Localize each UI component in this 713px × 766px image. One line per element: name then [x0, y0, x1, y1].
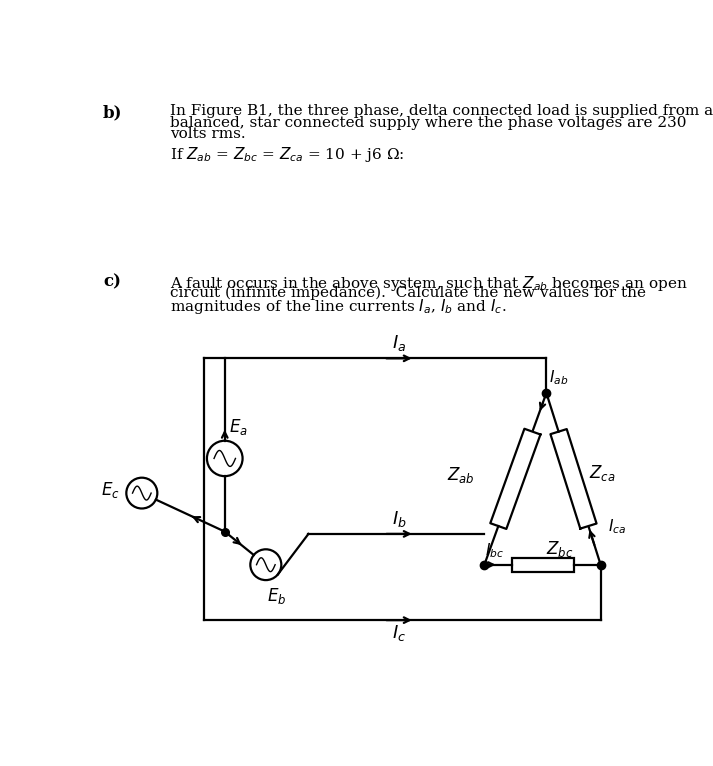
Text: $E_c$: $E_c$ [101, 480, 120, 500]
Text: balanced, star connected supply where the phase voltages are 230: balanced, star connected supply where th… [170, 116, 687, 129]
Text: $I_c$: $I_c$ [392, 624, 406, 643]
Text: $E_a$: $E_a$ [230, 417, 248, 437]
Text: circuit (infinite impedance).  Calculate the new values for the: circuit (infinite impedance). Calculate … [170, 285, 647, 300]
Text: $E_b$: $E_b$ [267, 586, 287, 606]
Text: A fault occurs in the above system, such that $Z_{ab}$ becomes an open: A fault occurs in the above system, such… [170, 273, 688, 293]
Text: b): b) [103, 104, 123, 121]
Text: $I_b$: $I_b$ [391, 509, 406, 529]
Text: $I_{bc}$: $I_{bc}$ [485, 542, 504, 560]
Polygon shape [550, 429, 597, 529]
Text: $I_{ab}$: $I_{ab}$ [549, 368, 568, 387]
Text: $Z_{ca}$: $Z_{ca}$ [589, 463, 615, 483]
Text: $Z_{ab}$: $Z_{ab}$ [447, 465, 475, 485]
Text: c): c) [103, 273, 121, 290]
Text: volts rms.: volts rms. [170, 127, 246, 142]
Text: If $Z_{ab}$ = $Z_{bc}$ = $Z_{ca}$ = 10 + j6 Ω:: If $Z_{ab}$ = $Z_{bc}$ = $Z_{ca}$ = 10 +… [170, 145, 405, 164]
Text: $I_{ca}$: $I_{ca}$ [608, 517, 627, 535]
Text: $I_a$: $I_a$ [392, 333, 406, 353]
Polygon shape [491, 429, 540, 529]
Text: magnitudes of the line currents $I_a$, $I_b$ and $I_c$.: magnitudes of the line currents $I_a$, $… [170, 296, 507, 316]
Bar [511, 558, 573, 571]
Text: In Figure B1, the three phase, delta connected load is supplied from a: In Figure B1, the three phase, delta con… [170, 104, 713, 118]
Text: $Z_{bc}$: $Z_{bc}$ [546, 538, 574, 558]
